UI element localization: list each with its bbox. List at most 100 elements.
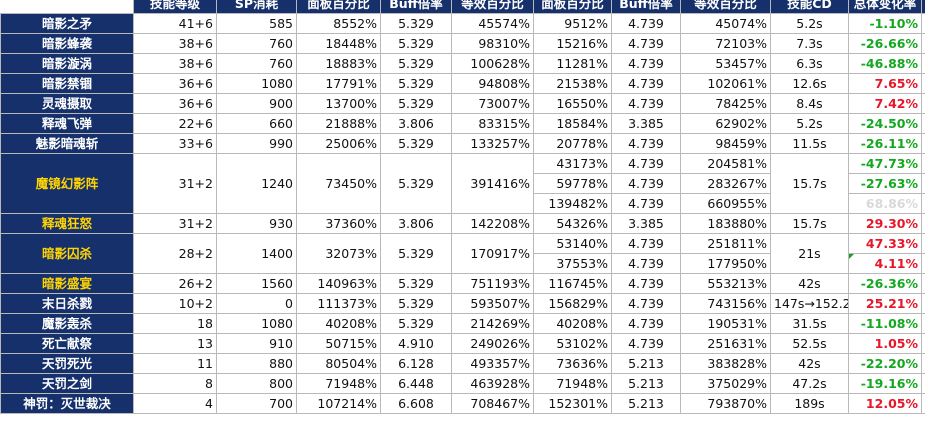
buff-2-cell[interactable]: 4.739 [611, 253, 681, 274]
sp-cell[interactable]: 1080 [216, 73, 297, 94]
panel-cell[interactable]: 8552% [296, 13, 381, 34]
change-cell[interactable]: -46.88% [848, 53, 922, 74]
level-cell[interactable]: 28+2 [133, 233, 217, 274]
equiv-cell[interactable]: 391416% [451, 153, 534, 214]
equiv-2-cell[interactable]: 98459% [680, 133, 771, 154]
equiv-2-cell[interactable]: 793870% [680, 393, 771, 414]
panel-2-cell[interactable]: 116745% [533, 273, 612, 294]
panel-cell[interactable]: 40208% [296, 313, 381, 334]
buff-2-cell[interactable]: 4.739 [611, 33, 681, 54]
buff-2-cell[interactable]: 4.739 [611, 293, 681, 314]
buff-2-cell[interactable]: 4.739 [611, 93, 681, 114]
col-cd[interactable]: 技能CD [770, 0, 849, 14]
equiv-cell[interactable]: 593507% [451, 293, 534, 314]
equiv-cell[interactable]: 463928% [451, 373, 534, 394]
sp-cell[interactable]: 880 [216, 353, 297, 374]
change-cell[interactable]: -22.20% [848, 353, 922, 374]
panel-cell[interactable]: 73450% [296, 153, 381, 214]
sp-cell[interactable]: 700 [216, 393, 297, 414]
level-cell[interactable]: 22+6 [133, 113, 217, 134]
col-panel-2[interactable]: 面板百分比 [533, 0, 612, 14]
equiv-cell[interactable]: 83315% [451, 113, 534, 134]
sp-cell[interactable]: 930 [216, 213, 297, 234]
equiv-2-cell[interactable]: 102061% [680, 73, 771, 94]
change-cell[interactable]: -24.50% [848, 113, 922, 134]
buff-cell[interactable]: 5.329 [380, 13, 452, 34]
buff-2-cell[interactable]: 5.213 [611, 393, 681, 414]
buff-cell[interactable]: 6.448 [380, 373, 452, 394]
panel-cell[interactable]: 25006% [296, 133, 381, 154]
buff-cell[interactable]: 4.910 [380, 333, 452, 354]
buff-cell[interactable]: 5.329 [380, 273, 452, 294]
buff-2-cell[interactable]: 5.213 [611, 373, 681, 394]
buff-2-cell[interactable]: 4.739 [611, 273, 681, 294]
skill-name-cell[interactable]: 天罚死光 [0, 353, 134, 374]
buff-cell[interactable]: 5.329 [380, 33, 452, 54]
skill-name-cell[interactable]: 释魂狂怒 [0, 213, 134, 234]
skill-name-cell[interactable]: 暗影蜂袭 [0, 33, 134, 54]
col-sp[interactable]: SP消耗 [216, 0, 297, 14]
equiv-cell[interactable]: 249026% [451, 333, 534, 354]
level-cell[interactable]: 13 [133, 333, 217, 354]
panel-cell[interactable]: 17791% [296, 73, 381, 94]
level-cell[interactable]: 8 [133, 373, 217, 394]
panel-2-cell[interactable]: 11281% [533, 53, 612, 74]
buff-2-cell[interactable]: 4.739 [611, 313, 681, 334]
buff-2-cell[interactable]: 4.739 [611, 193, 681, 214]
sp-cell[interactable]: 0 [216, 293, 297, 314]
equiv-2-cell[interactable]: 72103% [680, 33, 771, 54]
cd-cell[interactable]: 8.4s [770, 93, 849, 114]
col-level[interactable]: 技能等级 [133, 0, 217, 14]
level-cell[interactable]: 11 [133, 353, 217, 374]
level-cell[interactable]: 41+6 [133, 13, 217, 34]
buff-2-cell[interactable]: 4.739 [611, 233, 681, 254]
panel-cell[interactable]: 50715% [296, 333, 381, 354]
buff-2-cell[interactable]: 3.385 [611, 113, 681, 134]
change-cell[interactable]: 29.30% [848, 213, 922, 234]
level-cell[interactable]: 4 [133, 393, 217, 414]
cd-cell[interactable]: 21s [770, 233, 849, 274]
equiv-cell[interactable]: 751193% [451, 273, 534, 294]
equiv-cell[interactable]: 133257% [451, 133, 534, 154]
change-cell[interactable]: 12.05% [848, 393, 922, 414]
cd-cell[interactable]: 52.5s [770, 333, 849, 354]
panel-2-cell[interactable]: 156829% [533, 293, 612, 314]
change-cell[interactable]: -26.11% [848, 133, 922, 154]
change-cell[interactable]: -27.63% [848, 173, 922, 194]
skill-name-cell[interactable]: 暗影漩涡 [0, 53, 134, 74]
sp-cell[interactable]: 910 [216, 333, 297, 354]
level-cell[interactable]: 36+6 [133, 73, 217, 94]
panel-2-cell[interactable]: 40208% [533, 313, 612, 334]
buff-cell[interactable]: 5.329 [380, 53, 452, 74]
skill-name-cell[interactable]: 灵魂摄取 [0, 93, 134, 114]
col-buff[interactable]: Buff倍率 [380, 0, 452, 14]
change-cell[interactable]: -47.73% [848, 153, 922, 174]
panel-cell[interactable]: 37360% [296, 213, 381, 234]
buff-2-cell[interactable]: 4.739 [611, 133, 681, 154]
panel-cell[interactable]: 80504% [296, 353, 381, 374]
sp-cell[interactable]: 800 [216, 373, 297, 394]
cd-cell[interactable]: 7.3s [770, 33, 849, 54]
panel-2-cell[interactable]: 54326% [533, 213, 612, 234]
buff-cell[interactable]: 5.329 [380, 73, 452, 94]
sp-cell[interactable]: 1240 [216, 153, 297, 214]
equiv-cell[interactable]: 98310% [451, 33, 534, 54]
panel-cell[interactable]: 18883% [296, 53, 381, 74]
buff-2-cell[interactable]: 4.739 [611, 53, 681, 74]
change-cell[interactable]: -26.66% [848, 33, 922, 54]
cd-cell[interactable]: 5.2s [770, 113, 849, 134]
equiv-2-cell[interactable]: 45074% [680, 13, 771, 34]
equiv-2-cell[interactable]: 53457% [680, 53, 771, 74]
change-cell[interactable]: -19.16% [848, 373, 922, 394]
panel-2-cell[interactable]: 15216% [533, 33, 612, 54]
panel-2-cell[interactable]: 53102% [533, 333, 612, 354]
sp-cell[interactable]: 1080 [216, 313, 297, 334]
skill-name-cell[interactable]: 天罚之剑 [0, 373, 134, 394]
change-cell[interactable]: 68.86% [848, 193, 922, 214]
col-equiv-2[interactable]: 等效百分比 [680, 0, 771, 14]
buff-cell[interactable]: 6.608 [380, 393, 452, 414]
equiv-2-cell[interactable]: 743156% [680, 293, 771, 314]
change-cell[interactable]: -11.08% [848, 313, 922, 334]
cd-cell[interactable]: 12.6s [770, 73, 849, 94]
panel-cell[interactable]: 71948% [296, 373, 381, 394]
